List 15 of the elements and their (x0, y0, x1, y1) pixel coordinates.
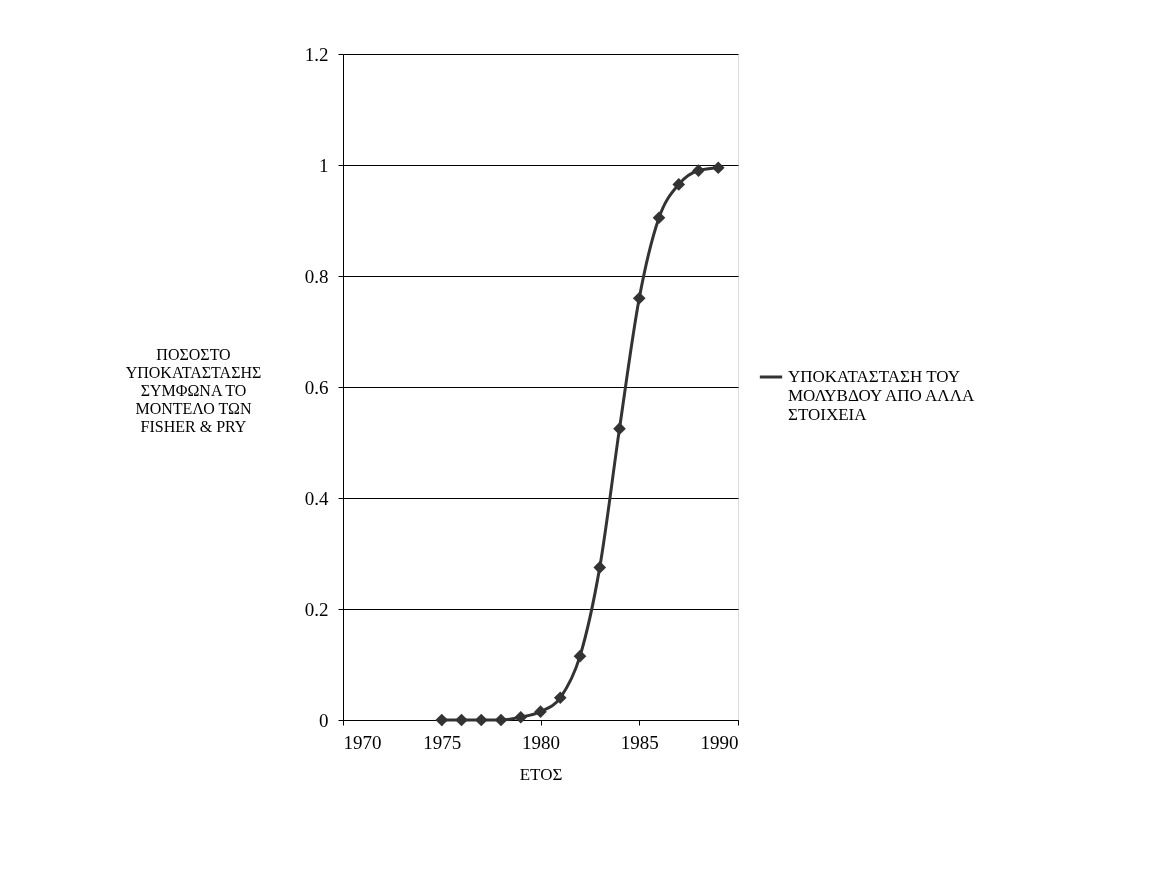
y-tick-label: 0.4 (304, 487, 329, 509)
x-axis-title: ΕΤΟΣ (519, 764, 563, 784)
x-tick-label: 1975 (423, 731, 462, 753)
x-tick-label: 1970 (343, 731, 382, 753)
y-tick-label: 1.2 (304, 43, 329, 65)
y-tick-label: 0.6 (304, 376, 329, 398)
y-axis-title: ΠΟΣΟΣΤΟ ΥΠΟΚΑΤΑΣΤΑΣΗΣ ΣΥΜΦΩΝΑ ΤΟ ΜΟΝΤΕΛΟ ΤΩΝ FISHER & PRY (125, 345, 262, 435)
x-tick-label: 1990 (700, 731, 739, 753)
y-tick-label: 0.2 (304, 598, 329, 620)
legend-label: ΥΠΟΚΑΤΑΣΤΑΣΗ ΤΟΥ ΜΟΛΥΒΔΟΥ ΑΠΟ ΑΛΛΑ ΣΤΟΙΧΕΙΑ (788, 367, 976, 424)
y-tick-label: 0 (319, 709, 329, 731)
y-tick-label: 0.8 (304, 265, 329, 287)
x-tick-label: 1985 (620, 731, 659, 753)
y-tick-label: 1 (319, 154, 329, 176)
x-tick-label: 1980 (522, 731, 560, 753)
